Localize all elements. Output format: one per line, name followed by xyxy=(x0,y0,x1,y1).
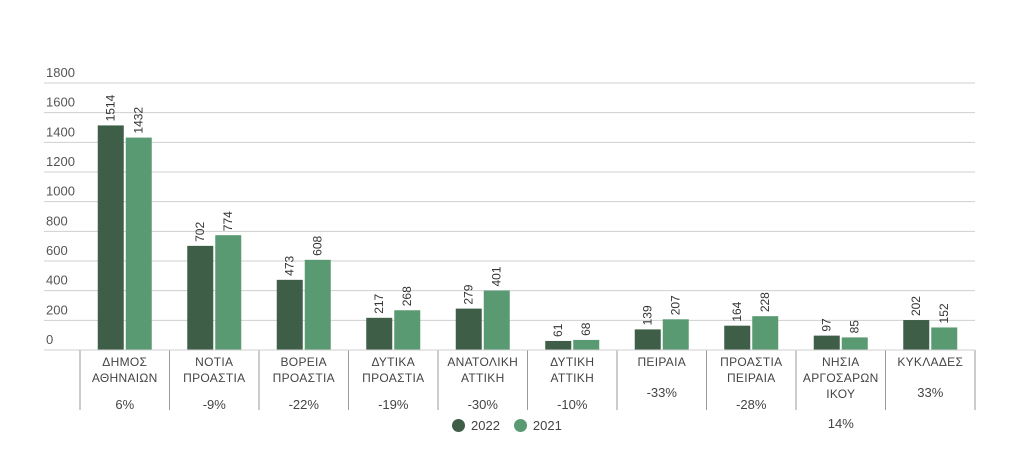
category-label: ΔΥΤΙΚΗ ΑΤΤΙΚΗ xyxy=(550,355,594,385)
data-label-2022: 217 xyxy=(372,293,386,313)
data-label-2021: 228 xyxy=(758,292,772,312)
legend: 2022 2021 xyxy=(452,418,562,433)
data-label-2022: 61 xyxy=(551,323,565,337)
bar-2021 xyxy=(662,319,689,350)
bar-2022 xyxy=(187,245,214,350)
bar-2021 xyxy=(752,316,779,350)
bar-2021 xyxy=(125,137,152,350)
bar-2022 xyxy=(97,125,124,350)
data-label-2022: 279 xyxy=(462,284,476,304)
category-label: ΠΕΙΡΑΙΑ xyxy=(637,355,686,369)
y-tick-label: 1600 xyxy=(46,95,75,110)
bar-2022 xyxy=(545,340,572,350)
data-label-2022: 473 xyxy=(283,255,297,275)
bar-2022 xyxy=(634,329,661,350)
bar-2021 xyxy=(841,337,868,350)
category-label: ΠΡΟΑΣΤΙΑ ΠΕΙΡΑΙΑ xyxy=(720,355,782,385)
data-label-2021: 152 xyxy=(937,303,951,323)
bar-2022 xyxy=(724,325,751,350)
data-label-2022: 164 xyxy=(730,301,744,321)
data-label-2021: 85 xyxy=(848,320,862,334)
data-label-2021: 207 xyxy=(669,295,683,315)
data-label-2021: 1432 xyxy=(132,107,146,134)
data-label-2022: 1514 xyxy=(104,94,118,121)
legend-label-2022: 2022 xyxy=(471,418,500,433)
data-label-2022: 702 xyxy=(193,222,207,242)
data-label-2021: 401 xyxy=(490,266,504,286)
percent-change-label: 33% xyxy=(917,385,943,400)
category-label: ΑΝΑΤΟΛΙΚΗ ΑΤΤΙΚΗ xyxy=(447,355,518,385)
y-tick-label: 0 xyxy=(46,332,53,347)
y-tick-label: 200 xyxy=(46,302,68,317)
percent-change-label: -10% xyxy=(557,397,588,412)
y-tick-label: 800 xyxy=(46,213,68,228)
y-tick-label: 1400 xyxy=(46,124,75,139)
bar-2022 xyxy=(366,317,393,350)
y-tick-label: 1000 xyxy=(46,184,75,199)
legend-item-2022: 2022 xyxy=(452,418,500,433)
data-label-2021: 608 xyxy=(311,235,325,255)
category-label: ΔΥΤΙΚΑ ΠΡΟΑΣΤΙΑ xyxy=(362,355,424,385)
category-label: ΚΥΚΛΑΔΕΣ xyxy=(897,355,963,369)
bar-2022 xyxy=(813,335,840,350)
data-label-2022: 139 xyxy=(641,305,655,325)
legend-item-2021: 2021 xyxy=(513,418,562,433)
data-label-2021: 268 xyxy=(400,286,414,306)
category-label: ΝΟΤΙΑ ΠΡΟΑΣΤΙΑ xyxy=(183,355,245,385)
legend-swatch-2021 xyxy=(513,419,527,432)
percent-change-label: -9% xyxy=(203,397,227,412)
percent-change-label: -33% xyxy=(647,385,678,400)
percent-change-label: -28% xyxy=(736,397,767,412)
data-label-2021: 68 xyxy=(579,322,593,336)
bar-2022 xyxy=(276,279,303,350)
bar-2021 xyxy=(573,339,600,350)
y-tick-label: 1200 xyxy=(46,154,75,169)
y-tick-label: 600 xyxy=(46,243,68,258)
y-tick-label: 400 xyxy=(46,273,68,288)
percent-change-label: -19% xyxy=(378,397,409,412)
percent-change-label: 14% xyxy=(828,416,854,431)
legend-swatch-2022 xyxy=(452,419,465,432)
bar-2022 xyxy=(455,308,482,350)
bar-2022 xyxy=(903,320,930,350)
data-label-2021: 774 xyxy=(221,211,235,231)
bar-2021 xyxy=(304,259,331,350)
bar-2021 xyxy=(931,327,958,350)
category-label: ΒΟΡΕΙΑ ΠΡΟΑΣΤΙΑ xyxy=(273,355,335,385)
bar-2021 xyxy=(483,290,510,350)
category-label: ΔΗΜΟΣ ΑΘΗΝΑΙΩΝ xyxy=(92,355,158,385)
data-label-2022: 97 xyxy=(820,318,834,332)
legend-label-2021: 2021 xyxy=(532,418,562,433)
bar-2021 xyxy=(215,235,242,350)
category-label: ΝΗΣΙΑ ΑΡΓΟΣΑΡΩΝ ΙΚΟΥ xyxy=(803,355,879,401)
percent-change-label: -30% xyxy=(468,397,499,412)
percent-change-label: 6% xyxy=(115,397,134,412)
y-tick-label: 1800 xyxy=(46,65,75,80)
data-label-2022: 202 xyxy=(909,296,923,316)
percent-change-label: -22% xyxy=(289,397,320,412)
bar-2021 xyxy=(394,310,421,350)
